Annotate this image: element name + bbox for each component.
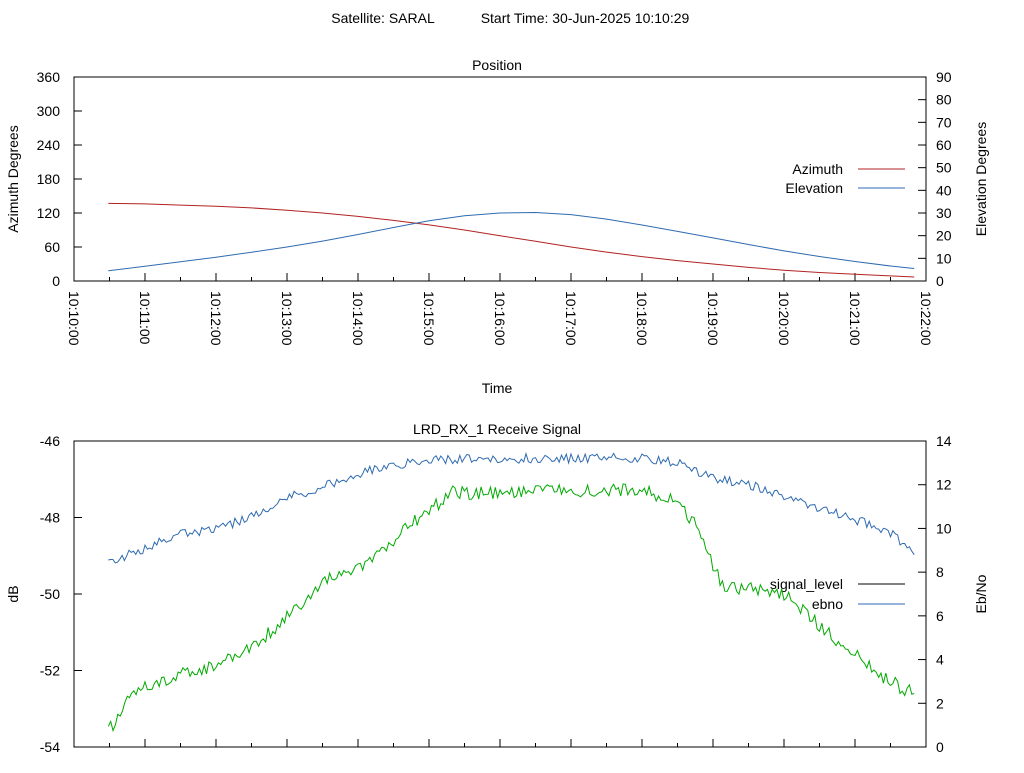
signal-y2-tick-label: 2 [936, 695, 944, 711]
signal-series-ebno [108, 451, 915, 564]
position-y-tick-label: 120 [37, 205, 61, 221]
position-x-tick-label: 10:15:00 [421, 291, 437, 346]
legend-label-azimuth: Azimuth [792, 161, 843, 177]
position-y2-axis-label: Elevation Degrees [973, 122, 989, 236]
signal-y2-tick-label: 14 [936, 433, 952, 449]
header-satellite: Satellite: SARAL [331, 10, 435, 26]
legend-label-signal-level: signal_level [770, 576, 843, 592]
signal-y2-tick-label: 10 [936, 520, 952, 536]
position-x-tick-label: 10:19:00 [705, 291, 721, 346]
position-series-azimuth [108, 202, 915, 278]
page-header: Satellite: SARAL Start Time: 30-Jun-2025… [331, 10, 689, 26]
position-y2-tick-label: 90 [936, 69, 952, 85]
position-x-tick-label: 10:12:00 [208, 291, 224, 346]
position-x-tick-label: 10:17:00 [563, 291, 579, 346]
position-x-tick-label: 10:11:00 [137, 291, 153, 345]
header-start-time: Start Time: 30-Jun-2025 10:10:29 [481, 10, 690, 26]
position-y-tick-label: 240 [37, 137, 61, 153]
signal-y-tick-label: -52 [40, 663, 60, 679]
position-y2-tick-label: 50 [936, 160, 952, 176]
signal-y2-tick-label: 0 [936, 739, 944, 755]
signal-axis-ticks: -54 -52 -50 -48 -46 0 2 4 6 8 10 12 14 [40, 433, 952, 755]
signal-plot-frame [73, 440, 927, 748]
signal-y2-tick-label: 4 [936, 652, 944, 668]
position-y2-tick-label: 30 [936, 205, 952, 221]
signal-y-axis-label: dB [5, 585, 21, 602]
position-x-tick-label: 10:10:00 [66, 291, 82, 346]
signal-legend: signal_level ebno [770, 576, 905, 612]
signal-y2-tick-label: 12 [936, 477, 952, 493]
signal-title: LRD_RX_1 Receive Signal [413, 421, 581, 437]
position-x-tick-label: 10:21:00 [847, 291, 863, 346]
position-series-elevation [108, 211, 915, 272]
position-x-tick-label: 10:18:00 [634, 291, 650, 346]
legend-label-elevation: Elevation [785, 180, 843, 196]
legend-label-ebno: ebno [812, 596, 843, 612]
signal-y2-tick-label: 8 [936, 564, 944, 580]
position-title: Position [472, 57, 522, 73]
position-y2-tick-label: 80 [936, 92, 952, 108]
position-y-tick-label: 0 [52, 273, 60, 289]
position-y2-tick-label: 0 [936, 273, 944, 289]
signal-y-tick-label: -54 [40, 739, 60, 755]
position-chart: Position Time Azimuth Degrees Elevation … [5, 57, 989, 396]
position-x-tick-label: 10:22:00 [918, 291, 934, 346]
signal-y-tick-label: -50 [40, 586, 60, 602]
position-x-axis-label: Time [482, 380, 513, 396]
position-y2-tick-label: 60 [936, 137, 952, 153]
position-y2-tick-label: 70 [936, 114, 952, 130]
signal-y2-axis-label: Eb/No [973, 574, 989, 613]
position-y-tick-label: 60 [44, 239, 60, 255]
position-y-tick-label: 360 [37, 69, 61, 85]
signal-chart: LRD_RX_1 Receive Signal dB Eb/No signal_… [5, 421, 989, 755]
position-plot-frame [73, 76, 927, 282]
position-x-tick-label: 10:14:00 [350, 291, 366, 346]
signal-series-signal-level [107, 483, 915, 733]
position-y2-tick-label: 40 [936, 182, 952, 198]
signal-y-tick-label: -48 [40, 510, 60, 526]
position-y2-tick-label: 10 [936, 250, 952, 266]
signal-series [107, 451, 915, 733]
position-y-tick-label: 300 [37, 103, 61, 119]
position-y-tick-label: 180 [37, 171, 61, 187]
position-y2-tick-label: 20 [936, 228, 952, 244]
position-legend: Azimuth Elevation [785, 161, 905, 196]
signal-y-tick-label: -46 [40, 433, 60, 449]
position-x-tick-label: 10:16:00 [492, 291, 508, 346]
position-y-axis-label: Azimuth Degrees [5, 125, 21, 232]
position-series [108, 202, 915, 278]
position-x-tick-label: 10:20:00 [776, 291, 792, 346]
signal-y2-tick-label: 6 [936, 608, 944, 624]
position-axis-ticks: 0 60 120 180 240 300 360 0 10 20 30 40 50 60 70 80 90 10:… [37, 69, 952, 346]
position-x-tick-label: 10:13:00 [279, 291, 295, 346]
